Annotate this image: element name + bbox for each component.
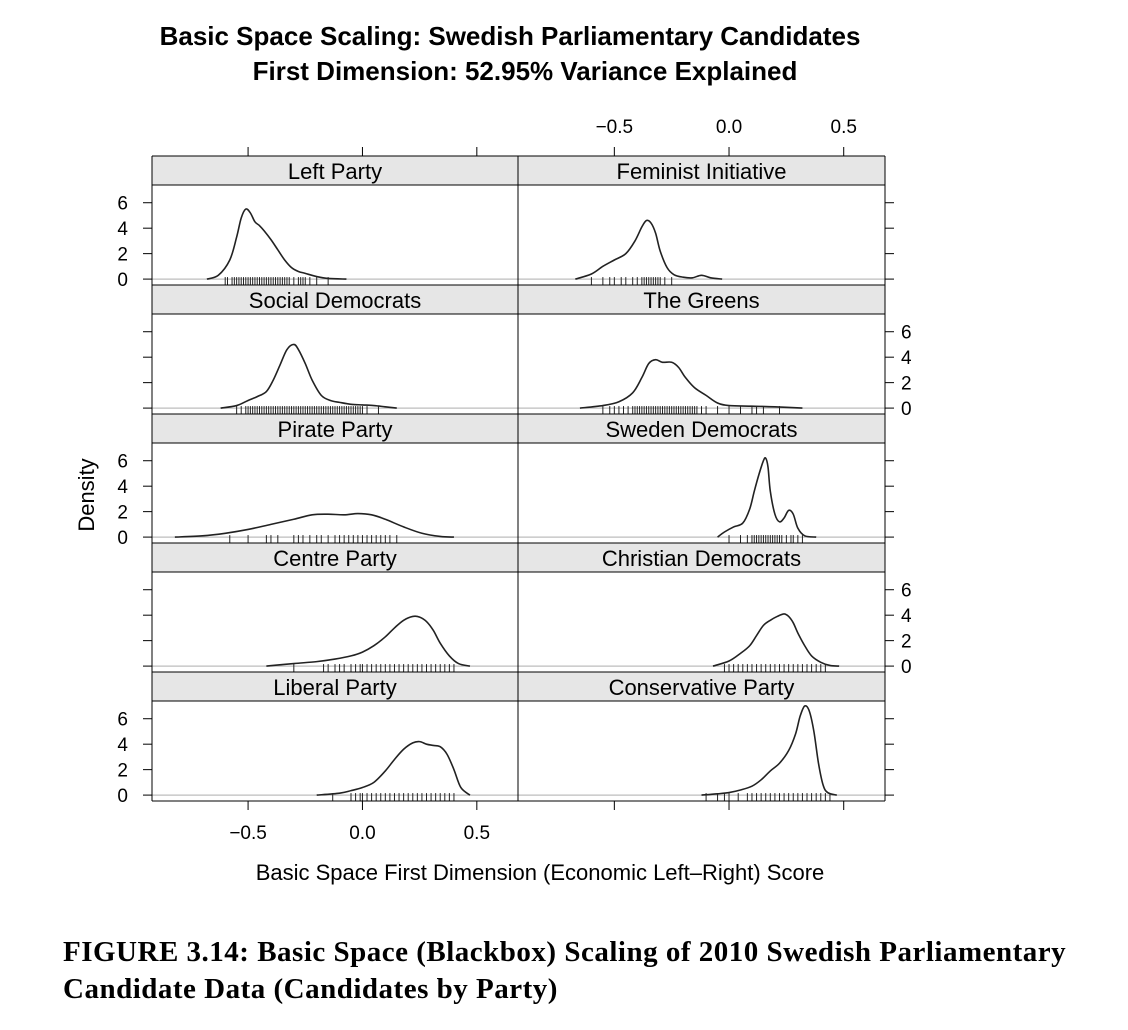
y-tick-label-right: 0 [901,399,912,420]
y-tick-label-right: 4 [901,348,912,369]
panel-strip [518,414,885,443]
density-curve [220,343,397,409]
y-tick-label-right: 0 [901,657,912,678]
density-curve [206,208,347,280]
x-axis-label: Basic Space First Dimension (Economic Le… [256,860,825,885]
y-tick-label-left: 0 [117,786,128,807]
panel-social-democrats: Social Democrats [152,285,518,415]
panel-strip-label: Centre Party [273,546,397,571]
y-tick-label-left: 0 [117,270,128,291]
panel-strip-label: Pirate Party [278,417,393,442]
x-tick-label-top: 0.5 [831,117,857,138]
y-axis-label: Density [74,458,99,531]
panel-strip-label: The Greens [643,288,759,313]
y-tick-label-left: 6 [117,194,128,215]
density-curve [712,613,840,667]
panel-strip-label: Conservative Party [609,675,795,700]
x-tick-label-top: −0.5 [596,117,634,138]
panel-christian-democrats: Christian Democrats [518,543,885,673]
panel-left-party: Left Party [152,156,518,286]
y-tick-label-left: 4 [117,477,128,498]
panel-strip-label: Feminist Initiative [617,159,787,184]
x-tick-label-bottom: 0.0 [349,823,375,844]
y-tick-label-left: 6 [117,452,128,473]
lattice-density-chart: Basic Space Scaling: Swedish Parliamenta… [74,21,912,885]
y-tick-label-left: 0 [117,528,128,549]
chart-title: Basic Space Scaling: Swedish Parliamenta… [160,21,861,51]
density-curve [701,705,838,796]
density-curve [266,615,471,667]
panel-pirate-party: Pirate Party [152,414,518,544]
panel-sweden-democrats: Sweden Democrats [518,414,885,544]
panel-strip [518,543,885,572]
y-tick-label-left: 6 [117,710,128,731]
density-curve [575,219,723,280]
x-tick-label-bottom: −0.5 [229,823,267,844]
y-tick-label-right: 4 [901,606,912,627]
y-tick-label-right: 2 [901,374,912,395]
density-curve [579,358,803,409]
panel-centre-party: Centre Party [152,543,518,673]
panel-the-greens: The Greens [518,285,885,415]
panel-liberal-party: Liberal Party [152,672,518,802]
panel-strip [152,156,518,185]
y-tick-label-right: 6 [901,323,912,344]
panel-strip-label: Social Democrats [249,288,421,313]
panel-strip-label: Liberal Party [273,675,397,700]
panel-strip [152,672,518,701]
panel-strip [518,672,885,701]
panel-strip-label: Sweden Democrats [606,417,798,442]
panel-strip [518,156,885,185]
panel-strip [152,543,518,572]
x-tick-label-bottom: 0.5 [464,823,490,844]
y-tick-label-left: 4 [117,735,128,756]
density-curve [717,456,817,538]
panel-strip [518,285,885,314]
figure-caption: FIGURE 3.14: Basic Space (Blackbox) Scal… [63,936,1067,1005]
panels-layer: Left Party Social Democrats Pirate Party Ce… [117,117,912,844]
panel-strip-label: Left Party [288,159,382,184]
density-curve [316,740,471,796]
y-tick-label-left: 2 [117,503,128,524]
panel-strip [152,414,518,443]
y-tick-label-right: 2 [901,632,912,653]
y-tick-label-left: 4 [117,219,128,240]
density-curve [174,512,454,538]
panel-conservative-party: Conservative Party [518,672,885,802]
panel-strip [152,285,518,314]
x-tick-label-top: 0.0 [716,117,742,138]
chart-subtitle: First Dimension: 52.95% Variance Explain… [253,56,798,86]
y-tick-label-left: 2 [117,245,128,266]
y-tick-label-right: 6 [901,581,912,602]
panel-feminist-initiative: Feminist Initiative [518,156,885,286]
panel-strip-label: Christian Democrats [602,546,801,571]
y-tick-label-left: 2 [117,761,128,782]
